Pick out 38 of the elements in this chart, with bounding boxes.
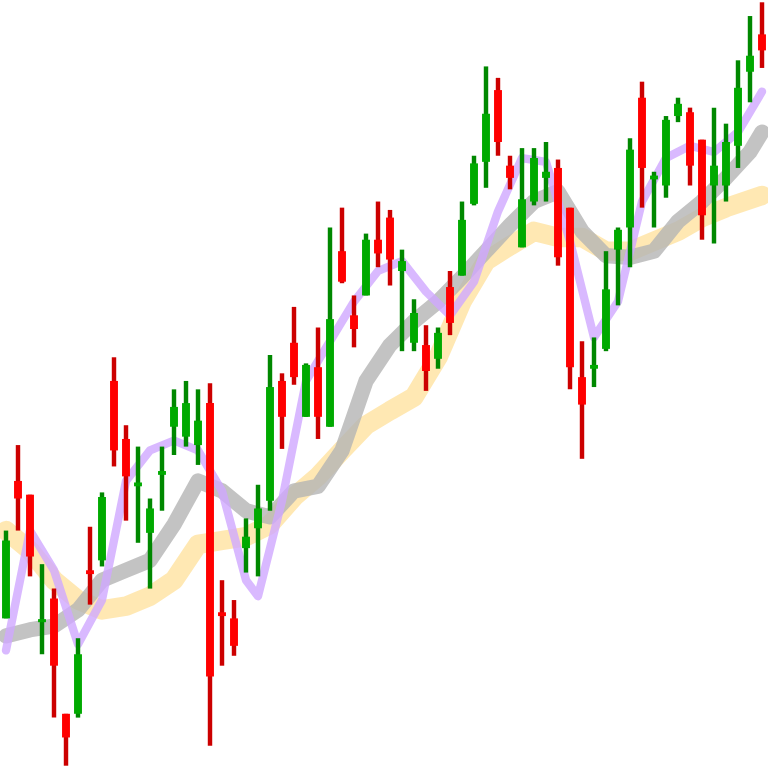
candlestick	[38, 561, 46, 657]
candlestick	[134, 444, 142, 546]
candlestick	[674, 95, 682, 125]
candlestick	[62, 711, 70, 768]
candlestick	[170, 387, 178, 458]
candlestick	[470, 153, 478, 208]
candlestick	[410, 297, 418, 354]
candlestick	[746, 13, 754, 105]
candlestick	[758, 0, 766, 71]
candlestick	[158, 444, 166, 513]
candlestick	[710, 105, 718, 246]
candlestick	[194, 387, 202, 468]
candlestick	[398, 247, 406, 354]
candlestick	[386, 207, 394, 288]
candlestick	[146, 496, 154, 591]
candlestick	[290, 304, 298, 387]
candlestick	[542, 139, 550, 204]
candlestick	[254, 482, 262, 579]
candlestick	[590, 335, 598, 390]
candlestick	[122, 423, 130, 523]
candlestick	[242, 516, 250, 575]
candlestick	[422, 323, 430, 394]
candlestick	[374, 199, 382, 270]
candlestick	[506, 153, 514, 192]
candlestick	[530, 145, 538, 208]
candlestick	[278, 371, 286, 452]
candlestick	[614, 225, 622, 308]
candlestick	[350, 293, 358, 350]
candlestick	[446, 268, 454, 338]
candlestick	[182, 378, 190, 449]
candlestick	[218, 577, 226, 668]
candlestick	[722, 121, 730, 204]
candlestick	[434, 325, 442, 371]
candlestick	[86, 524, 94, 607]
candlestick	[578, 339, 586, 462]
candlestick	[230, 597, 238, 658]
candlestick	[14, 442, 22, 533]
candlestick	[338, 205, 346, 286]
